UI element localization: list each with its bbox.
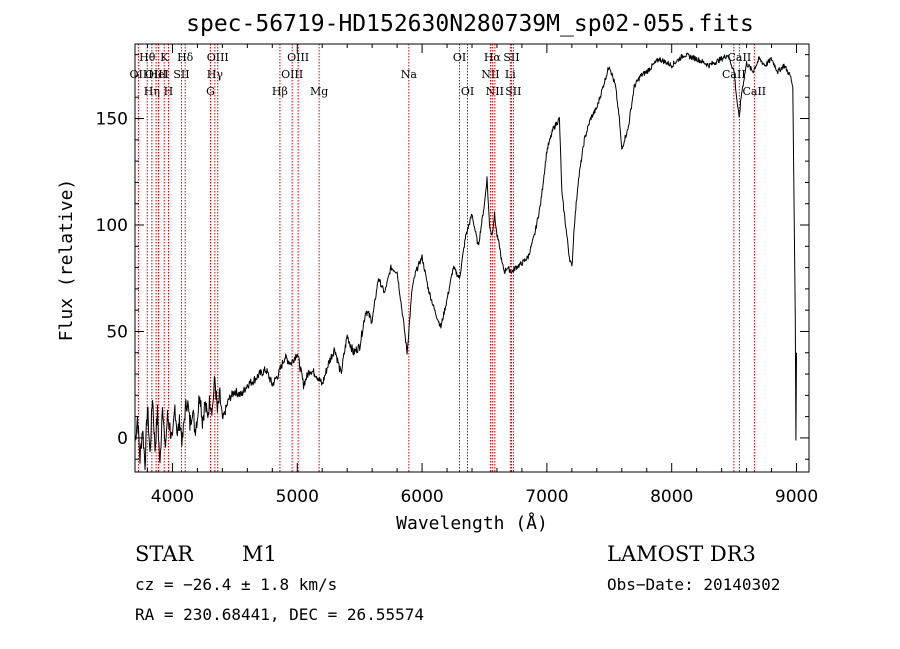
x-tick-label: 7000 (525, 487, 568, 507)
x-tick-label: 8000 (650, 487, 693, 507)
line-marker-label-19: NII (481, 68, 499, 81)
y-tick-label: 100 (96, 216, 128, 236)
line-marker-label-0: OII (130, 68, 148, 81)
line-marker-label-23: SII (503, 51, 519, 64)
redshift-velocity: cz = −26.4 ± 1.8 km/s (135, 575, 337, 594)
series-line-flux (134, 52, 797, 471)
chart-title: spec-56719-HD152630N280739M_sp02-055.fit… (186, 11, 754, 37)
coordinates: RA = 230.68441, DEC = 26.55574 (135, 605, 424, 624)
line-marker-label-10: Hγ (207, 68, 224, 81)
line-marker-label-20: Hα (484, 51, 502, 64)
plot-frame (134, 43, 810, 473)
line-marker-label-14: OIII (287, 51, 309, 64)
object-class: STAR (135, 542, 194, 566)
line-marker-label-1: Hθ (139, 51, 156, 64)
line-marker-label-8: Hδ (177, 51, 194, 64)
x-axis: 4000 5000 6000 7000 8000 9000 (146, 44, 818, 507)
x-tick-label: 5000 (276, 487, 319, 507)
y-axis: 0 50 100 150 (96, 54, 809, 460)
y-tick-label: 50 (106, 322, 128, 342)
object-subclass: M1 (242, 542, 277, 566)
line-marker-label-18: OI (461, 85, 474, 98)
x-axis-label: Wavelength (Å) (396, 512, 548, 534)
x-tick-label: 9000 (775, 487, 818, 507)
line-marker-label-5: K (160, 51, 169, 64)
line-marker-label-9: G (206, 85, 215, 98)
line-marker-label-layer: OIIHθHηOIIIHeIKHSIIHδGHγOIIIHβOIIIOIIIMg… (130, 51, 767, 98)
x-tick-label: 6000 (400, 487, 443, 507)
line-marker-label-26: CaII (728, 51, 752, 64)
line-marker-label-22: Li (505, 68, 516, 81)
line-marker-layer (137, 44, 755, 472)
line-marker-label-27: CaII (742, 85, 766, 98)
line-marker-label-4: HeI (148, 68, 168, 81)
survey-name: LAMOST DR3 (607, 542, 756, 566)
line-marker-label-11: OIII (207, 51, 229, 64)
observation-date: Obs−Date: 20140302 (607, 575, 780, 594)
line-marker-label-24: SII (505, 85, 521, 98)
line-marker-label-13: OIII (281, 68, 303, 81)
line-marker-label-12: Hβ (272, 85, 288, 98)
line-marker-label-15: Mg (310, 85, 328, 98)
line-marker-label-6: H (164, 85, 174, 98)
line-marker-label-3: OIII (145, 68, 167, 81)
y-tick-label: 150 (96, 110, 128, 130)
series-layer (134, 52, 797, 471)
y-tick-label: 0 (117, 429, 128, 449)
y-axis-label: Flux (relative) (56, 179, 77, 342)
line-marker-label-7: SII (173, 68, 189, 81)
x-tick-label: 4000 (151, 487, 194, 507)
line-marker-label-21: NII (486, 85, 504, 98)
line-marker-label-16: Na (401, 68, 418, 81)
line-marker-label-17: OI (453, 51, 466, 64)
line-marker-label-2: Hη (144, 85, 160, 98)
